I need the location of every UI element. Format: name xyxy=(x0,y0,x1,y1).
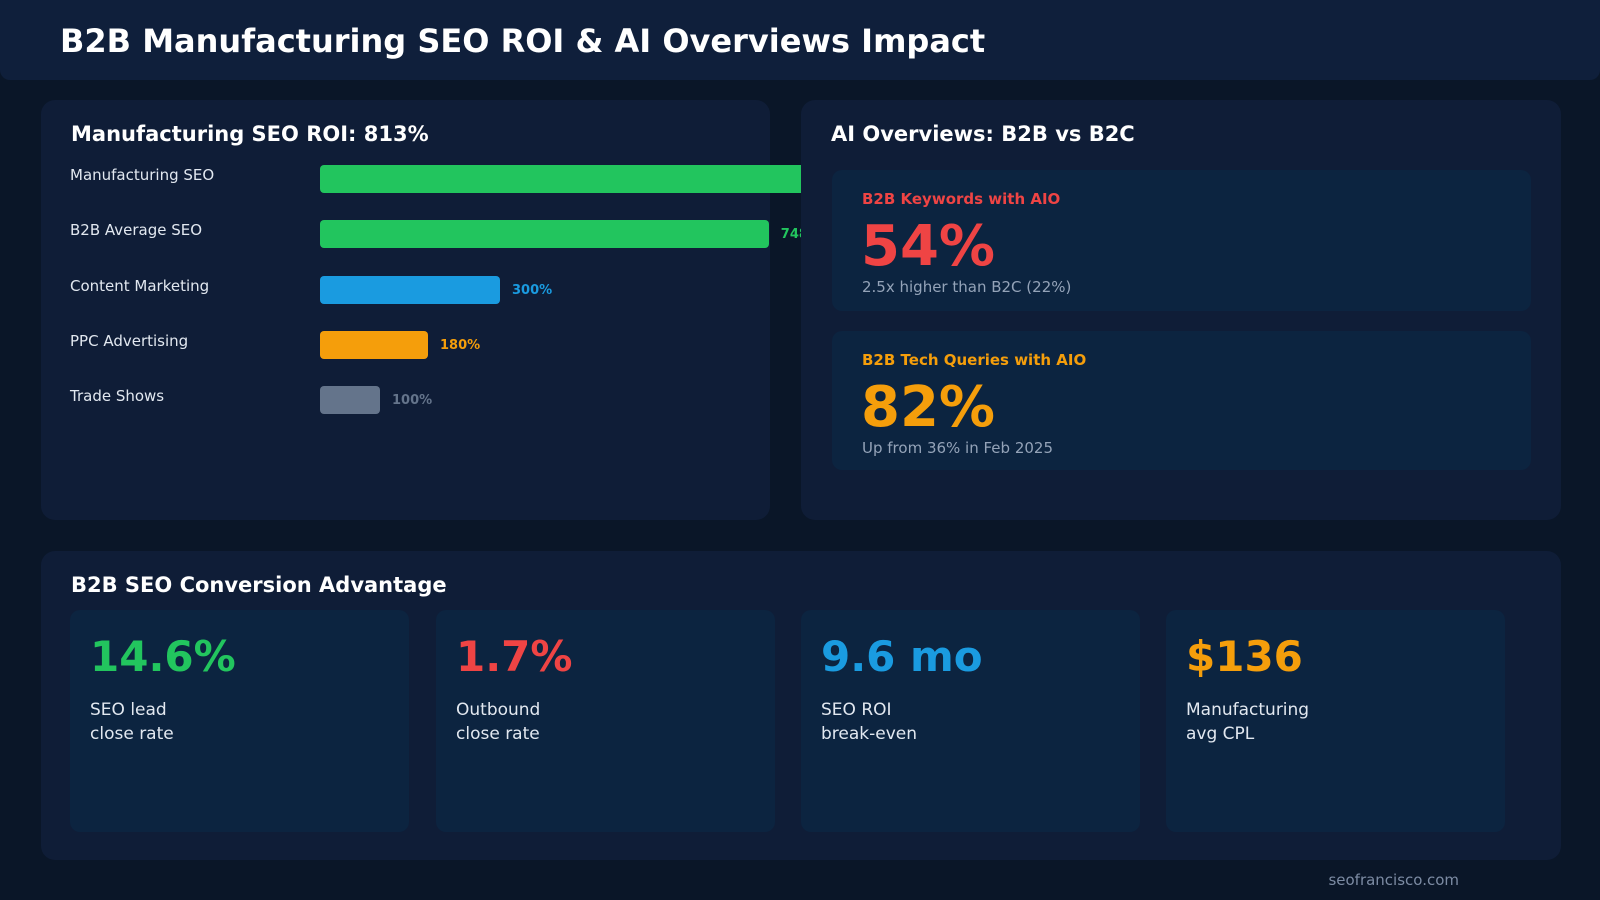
aio-card-tech-queries: B2B Tech Queries with AIO 82% Up from 36… xyxy=(832,331,1531,470)
stat-value: $136 xyxy=(1186,632,1303,681)
bar-value-label: 100% xyxy=(392,393,433,408)
bar-label: Content Marketing xyxy=(70,277,210,295)
footer-site: seofrancisco.com xyxy=(1328,871,1459,889)
aio-card-sub: Up from 36% in Feb 2025 xyxy=(862,439,1053,457)
stat-value: 9.6 mo xyxy=(821,632,983,681)
roi-panel-title: Manufacturing SEO ROI: 813% xyxy=(71,122,429,146)
stat-label: SEO ROI break-even xyxy=(821,700,918,744)
aio-card-keywords: B2B Keywords with AIO 54% 2.5x higher th… xyxy=(832,170,1531,311)
aio-card-value: 82% xyxy=(861,375,996,440)
stat-value: 14.6% xyxy=(90,632,236,681)
aio-card-label: B2B Keywords with AIO xyxy=(862,190,1061,208)
aio-panel-title: AI Overviews: B2B vs B2C xyxy=(831,122,1135,146)
bar-label: Manufacturing SEO xyxy=(70,166,215,184)
bar xyxy=(320,220,769,248)
bar xyxy=(320,386,380,414)
bar-label: B2B Average SEO xyxy=(70,221,203,239)
bar-value-label: 300% xyxy=(512,283,553,298)
stat-card-cpl: $136 Manufacturing avg CPL xyxy=(1166,610,1505,832)
bar-value-label: 180% xyxy=(440,338,481,353)
header: B2B Manufacturing SEO ROI & AI Overviews… xyxy=(0,0,1600,80)
aio-card-value: 54% xyxy=(861,214,996,279)
stat-label: SEO lead close rate xyxy=(90,700,174,744)
stat-card-outbound-close-rate: 1.7% Outbound close rate xyxy=(436,610,775,832)
aio-card-label: B2B Tech Queries with AIO xyxy=(862,351,1087,369)
bar xyxy=(320,165,808,193)
stat-label: Manufacturing avg CPL xyxy=(1186,700,1310,744)
stat-label: Outbound close rate xyxy=(456,700,541,744)
stat-card-seo-close-rate: 14.6% SEO lead close rate xyxy=(70,610,409,832)
aio-card-sub: 2.5x higher than B2C (22%) xyxy=(862,278,1072,296)
conversion-panel-title: B2B SEO Conversion Advantage xyxy=(71,573,447,597)
bar xyxy=(320,276,500,304)
bar xyxy=(320,331,428,359)
stat-card-break-even: 9.6 mo SEO ROI break-even xyxy=(801,610,1140,832)
stat-value: 1.7% xyxy=(456,632,573,681)
conversion-panel: B2B SEO Conversion Advantage 14.6% SEO l… xyxy=(41,551,1561,860)
bar-label: PPC Advertising xyxy=(70,332,189,350)
roi-panel: Manufacturing SEO ROI: 813% Manufacturin… xyxy=(41,100,860,520)
aio-panel: AI Overviews: B2B vs B2C B2B Keywords wi… xyxy=(801,100,1561,520)
page-title: B2B Manufacturing SEO ROI & AI Overviews… xyxy=(60,22,986,60)
bar-label: Trade Shows xyxy=(70,387,165,405)
